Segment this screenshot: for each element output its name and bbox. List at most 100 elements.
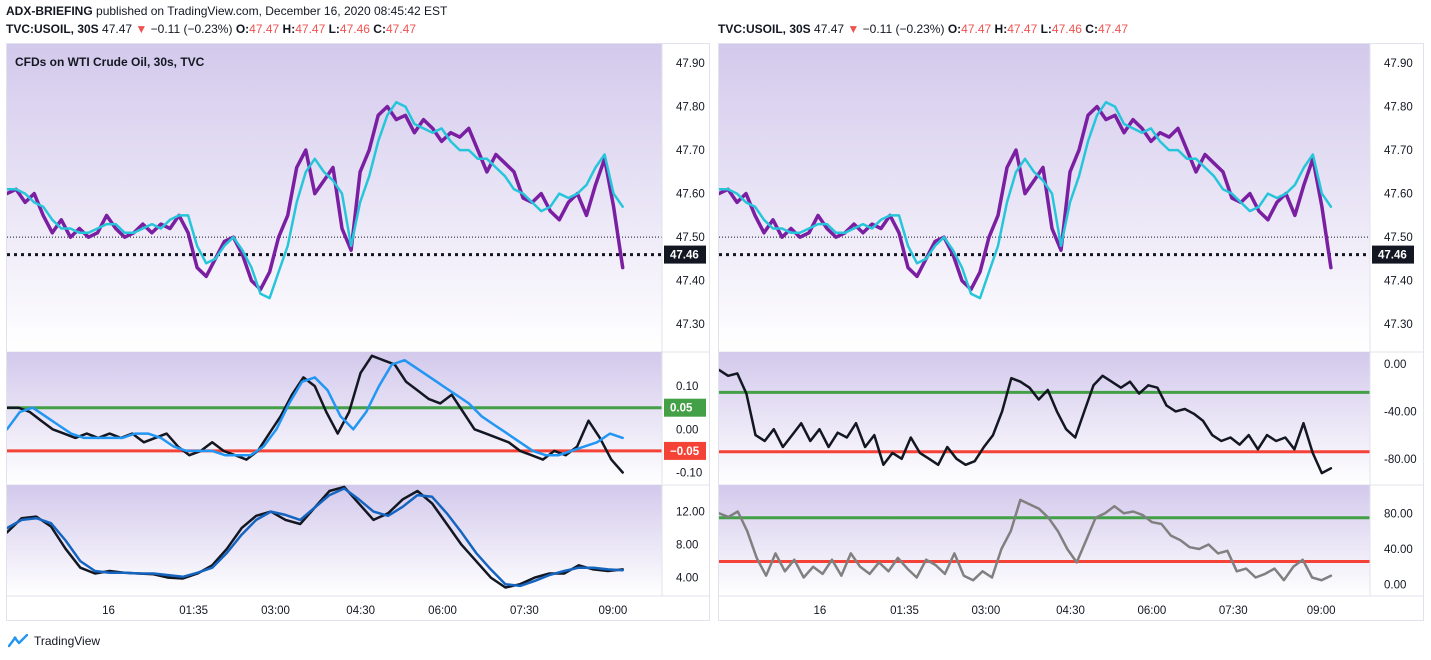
y-tick-label: -40.00: [1384, 406, 1417, 418]
publish-info: ADX-BRIEFING published on TradingView.co…: [6, 4, 447, 18]
high-value: 47.47: [1007, 22, 1038, 36]
y-tick-label: 0.00: [676, 424, 698, 436]
last-price-label: 47.46: [1378, 250, 1407, 262]
series-signal: [719, 100, 1333, 300]
pane-background: [719, 44, 1370, 352]
y-tick-label: 4.00: [676, 573, 698, 585]
y-tick-label: 47.90: [1384, 58, 1413, 70]
chart-svg-right[interactable]: 47.90 47.80 47.70 47.60 47.50 47.40 47.30 47.46…: [719, 44, 1424, 621]
y-tick-label: 47.50: [676, 232, 705, 244]
chart-legend: CFDs on WTI Crude Oil, 30s, TVC: [15, 55, 205, 69]
series-line: [719, 498, 1333, 582]
series-signal: [7, 100, 624, 300]
low-value: 47.46: [1051, 22, 1082, 36]
series-price: [7, 104, 625, 292]
y-tick-label: -0.10: [676, 468, 702, 480]
time-tick-label: 07:30: [1219, 605, 1248, 617]
y-tick-label: 47.70: [1384, 145, 1413, 157]
last-price-label: 47.46: [670, 250, 699, 262]
pane-plot-group: [7, 100, 662, 300]
y-tick-label: -80.00: [1384, 454, 1417, 466]
last-price-badge: [1372, 245, 1414, 264]
level-label: −0.05: [670, 446, 700, 458]
y-tick-label: 47.80: [676, 102, 705, 114]
time-tick-label: 04:30: [346, 605, 375, 617]
series-oscillator: [7, 354, 624, 474]
level-label: 0.05: [670, 403, 693, 415]
y-tick-label: 47.70: [676, 145, 705, 157]
level-badge: [664, 441, 706, 460]
y-tick-label: 47.60: [1384, 189, 1413, 201]
symbol-label[interactable]: TVC:USOIL, 30S: [718, 22, 811, 36]
price-change: −0.11 (−0.23%): [150, 22, 233, 36]
last-price: 47.47: [102, 22, 133, 36]
time-tick-label: 09:00: [598, 605, 627, 617]
symbol-label[interactable]: TVC:USOIL, 30S: [6, 22, 99, 36]
open-value: 47.47: [249, 22, 280, 36]
close-label: C:: [1085, 22, 1098, 36]
quote-left: TVC:USOIL, 30S 47.47 ▼ −0.11 (−0.23%) O:…: [6, 22, 416, 36]
time-tick-label: 03:00: [261, 605, 290, 617]
pane-background: [719, 485, 1370, 596]
last-price-badge: [664, 245, 706, 264]
y-tick-label: 12.00: [676, 507, 705, 519]
y-tick-label: 80.00: [1384, 508, 1413, 520]
published-text: published on TradingView.com, December 1…: [96, 4, 448, 18]
chart-panel-left[interactable]: 47.90 47.80 47.70 47.60 47.50 47.40 47.30 47.46…: [6, 43, 710, 621]
down-arrow-icon: ▼: [135, 22, 148, 36]
time-tick-label: 16: [814, 605, 827, 617]
y-tick-label: 47.80: [1384, 102, 1413, 114]
down-arrow-icon: ▼: [847, 22, 860, 36]
series-smooth: [7, 487, 624, 588]
low-label: L:: [328, 22, 340, 36]
y-tick-label: 47.90: [676, 58, 705, 70]
y-tick-label: 47.40: [1384, 276, 1413, 288]
publisher-name[interactable]: ADX-BRIEFING: [6, 4, 93, 18]
time-tick-label: 03:00: [972, 605, 1001, 617]
series-oscillator: [719, 368, 1333, 475]
tradingview-logo-icon: [8, 634, 28, 648]
y-tick-label: 47.50: [1384, 232, 1413, 244]
time-tick-label: 01:35: [890, 605, 919, 617]
high-label: H:: [282, 22, 296, 36]
time-tick-label: 06:00: [1138, 605, 1167, 617]
y-tick-label: 47.60: [676, 189, 705, 201]
time-tick-label: 09:00: [1307, 605, 1336, 617]
y-tick-label: 47.40: [676, 276, 705, 288]
pane-background: [7, 485, 662, 596]
time-tick-label: 07:30: [510, 605, 539, 617]
time-tick-label: 06:00: [428, 605, 457, 617]
close-label: C:: [373, 22, 386, 36]
chart-svg-left[interactable]: 47.90 47.80 47.70 47.60 47.50 47.40 47.30 47.46…: [7, 44, 710, 621]
low-value: 47.46: [339, 22, 370, 36]
pane-background: [7, 352, 662, 485]
close-value: 47.47: [1097, 22, 1128, 36]
y-tick-label: 8.00: [676, 540, 698, 552]
series-price: [719, 104, 1333, 292]
y-tick-label: 47.30: [676, 319, 705, 331]
y-tick-label: 0.10: [676, 381, 698, 393]
tradingview-brand: TradingView: [34, 634, 101, 648]
y-tick-label: 47.30: [1384, 319, 1413, 331]
pane-background: [719, 352, 1370, 485]
low-label: L:: [1040, 22, 1052, 36]
open-value: 47.47: [961, 22, 992, 36]
level-badge: [664, 398, 706, 417]
open-label: O:: [235, 22, 250, 36]
pane-background: [7, 44, 662, 352]
high-label: H:: [994, 22, 1008, 36]
pane-plot-group: [719, 368, 1370, 475]
pane-plot-group: [719, 498, 1370, 582]
chart-panel-right[interactable]: 47.90 47.80 47.70 47.60 47.50 47.40 47.30 47.46…: [718, 43, 1424, 621]
open-label: O:: [947, 22, 962, 36]
time-tick-label: 04:30: [1056, 605, 1085, 617]
tradingview-footer[interactable]: TradingView: [8, 634, 100, 648]
series-signal: [7, 358, 624, 457]
y-tick-label: 0.00: [1384, 580, 1406, 592]
last-price: 47.47: [814, 22, 845, 36]
pane-plot-group: [7, 485, 624, 589]
pane-plot-group: [719, 100, 1370, 300]
time-tick-label: 16: [102, 605, 115, 617]
price-change: −0.11 (−0.23%): [862, 22, 945, 36]
time-tick-label: 01:35: [179, 605, 208, 617]
